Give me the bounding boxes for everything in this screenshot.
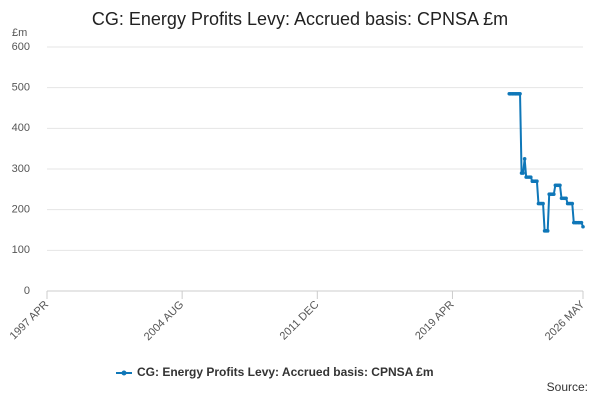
point (521, 171, 525, 175)
y-tick-label: 600 (12, 41, 30, 53)
point (570, 201, 575, 206)
x-tick-label: 1997 APR (8, 299, 52, 343)
legend-label: CG: Energy Profits Levy: Accrued basis: … (137, 365, 434, 379)
y-tick-label: 200 (12, 204, 30, 216)
y-tick-label: 0 (24, 285, 30, 297)
point (558, 183, 562, 188)
chart-title: CG: Energy Profits Levy: Accrued basis: … (92, 9, 508, 29)
x-tick-label: 2004 AUG (142, 299, 186, 343)
x-tick-label: 2011 DEC (278, 299, 322, 343)
point (541, 201, 545, 206)
x-tick-label: 2026 MAY (543, 298, 588, 343)
y-unit: £m (12, 27, 27, 39)
point (528, 175, 533, 179)
point (579, 220, 584, 225)
point (581, 224, 585, 229)
point (564, 196, 568, 201)
point (545, 229, 550, 233)
source: Source: (547, 380, 588, 394)
series-line (509, 92, 584, 232)
legend-marker (121, 370, 127, 376)
y-tick-label: 400 (12, 122, 30, 134)
point (535, 179, 539, 183)
y-tick-label: 500 (12, 82, 30, 94)
x-tick-label: 2019 APR (413, 299, 457, 343)
point (522, 157, 527, 161)
point (552, 192, 556, 197)
y-tick-label: 100 (12, 244, 30, 256)
point (518, 91, 522, 96)
y-tick-label: 300 (12, 163, 30, 175)
